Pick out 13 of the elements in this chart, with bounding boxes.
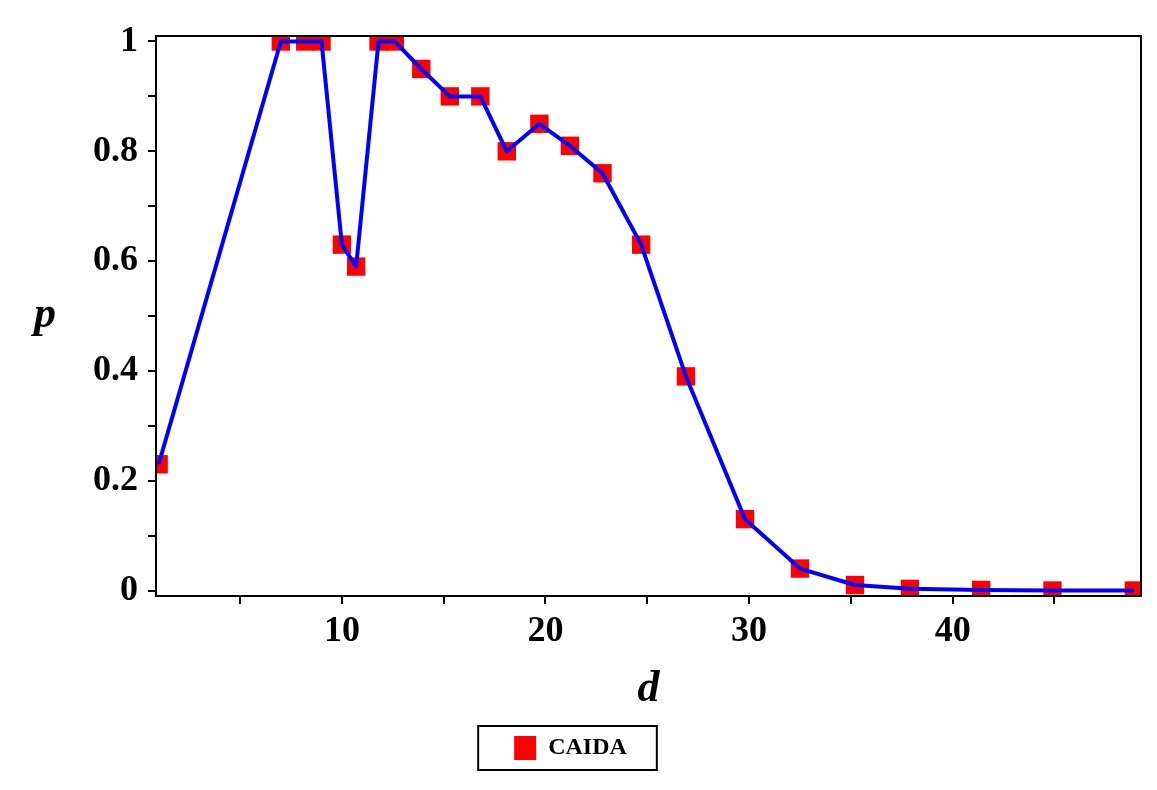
x-tick-label: 40 [934, 608, 971, 649]
y-tick-label: 0.2 [93, 458, 138, 498]
y-tick-label: 1 [120, 18, 138, 59]
legend-label: CAIDA [548, 733, 628, 760]
x-tick-label: 20 [527, 608, 564, 649]
y-axis-title: p [30, 288, 56, 338]
x-tick-label: 10 [323, 608, 360, 649]
x-axis-title: d [637, 662, 661, 712]
x-tick-label: 30 [731, 608, 768, 649]
y-tick-label: 0.4 [93, 348, 138, 389]
y-tick-label: 0 [120, 567, 138, 608]
y-tick-label: 0.8 [93, 128, 138, 169]
y-tick-label: 0.6 [93, 238, 138, 279]
